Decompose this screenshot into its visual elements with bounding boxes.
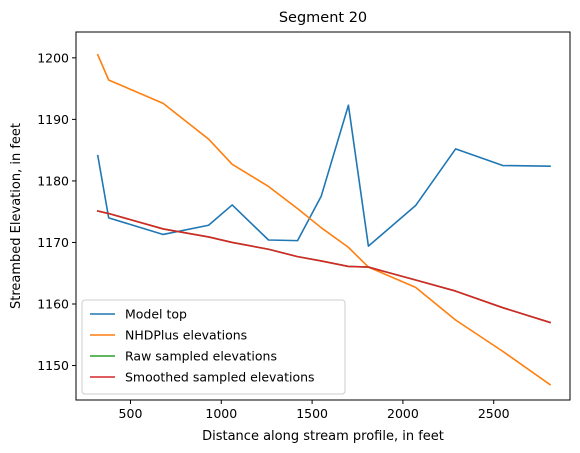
y-tick-label: 1170 [37,235,69,250]
legend-label: Smoothed sampled elevations [125,370,315,385]
legend-label: Model top [125,307,187,322]
y-tick-label: 1180 [37,173,69,188]
series-line-4 [96,210,552,324]
legend: Model top NHDPlus elevations Raw sampled e… [81,299,346,395]
y-axis: 1150 1160 1170 1180 1190 1200 [37,50,76,373]
y-tick-label: 1160 [37,297,69,312]
series-line-2 [96,53,552,386]
legend-label: Raw sampled elevations [125,349,277,364]
x-axis-title: Distance along stream profile, in feet [202,429,444,444]
y-tick-label: 1200 [37,50,69,65]
y-axis-title: Streambed Elevation, in feet [9,123,24,309]
legend-box [81,299,346,395]
chart-title: Segment 20 [279,10,367,26]
legend-label: NHDPlus elevations [125,328,247,343]
x-tick-label: 2500 [478,406,510,421]
y-tick-label: 1190 [37,112,69,127]
series-layer [96,53,552,386]
x-tick-label: 2000 [387,406,419,421]
y-tick-label: 1150 [37,358,69,373]
x-tick-label: 1000 [205,406,237,421]
plot-area-frame [75,31,571,401]
x-tick-label: 500 [119,406,143,421]
x-tick-label: 1500 [296,406,328,421]
x-axis: 500 1000 1500 2000 2500 [119,400,510,421]
